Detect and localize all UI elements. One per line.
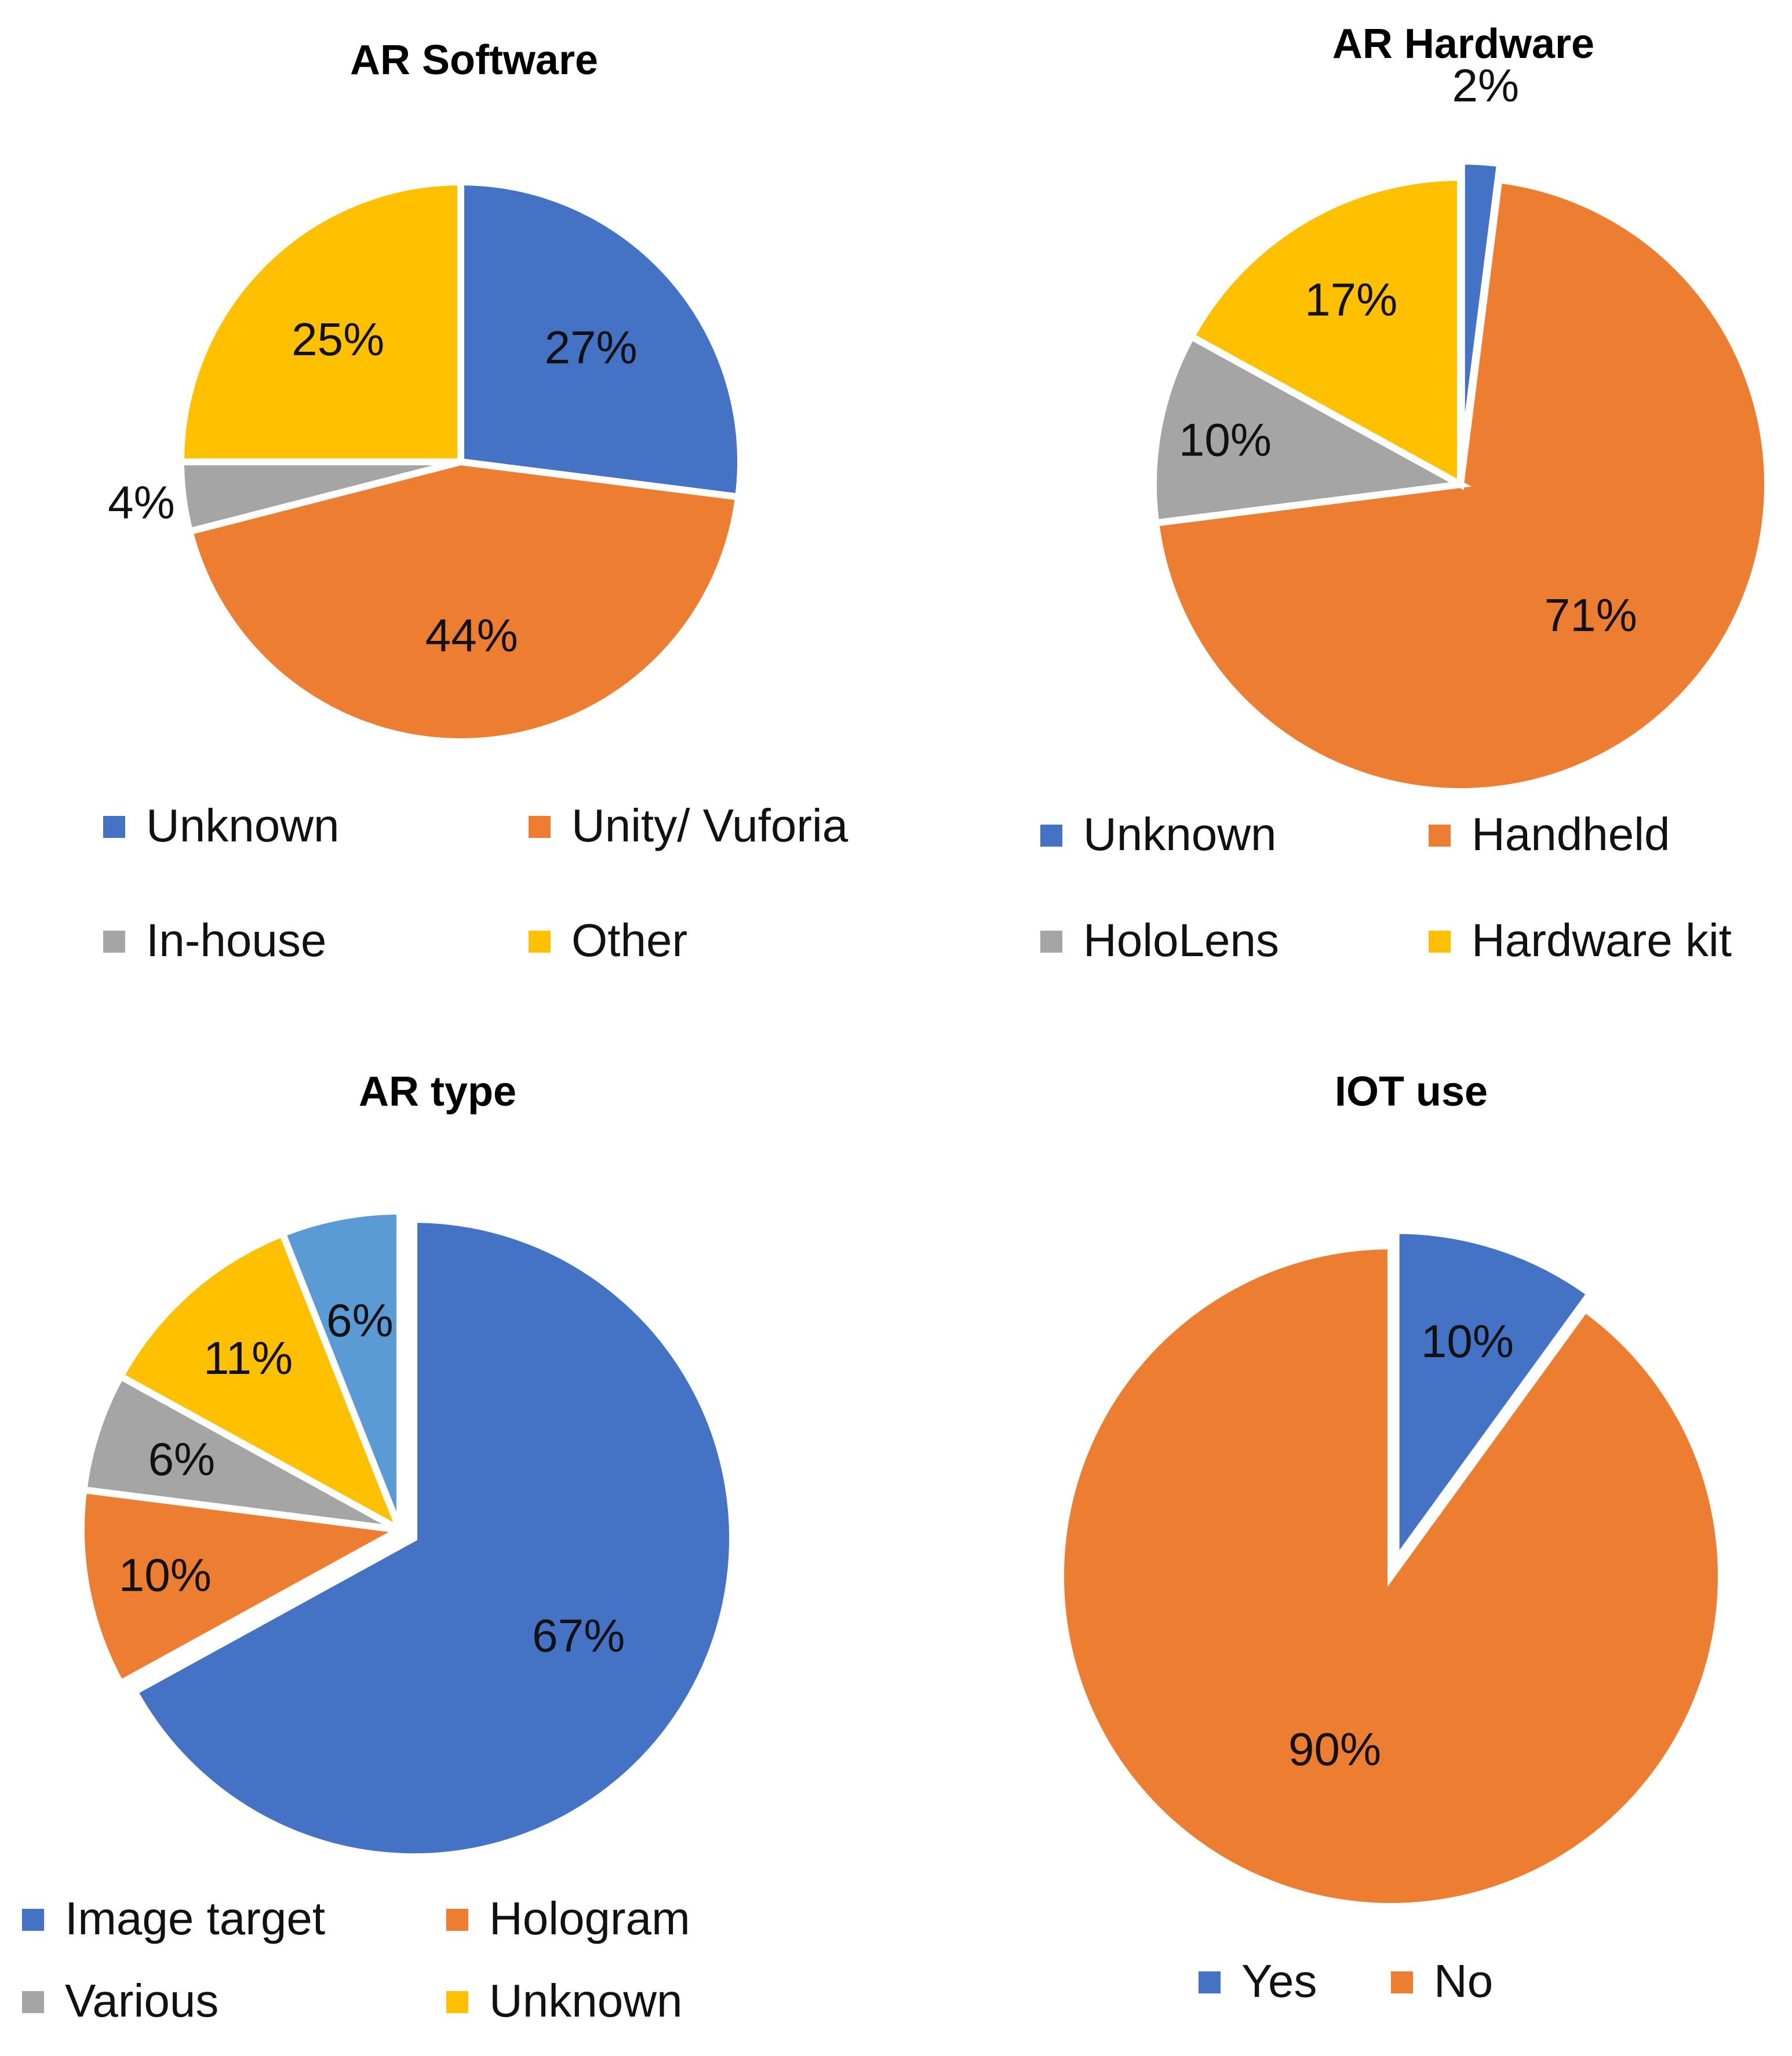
- legend-swatch: [103, 931, 125, 953]
- legend-swatch: [529, 931, 551, 953]
- legend-label: Unknown: [1083, 808, 1277, 860]
- legend-label: Unknown: [489, 1975, 683, 2026]
- legend-item-hardware-kit: Hardware kit: [1429, 914, 1732, 966]
- legend: Yes No: [1199, 1955, 1493, 2007]
- pie-slice-unity-vuforia: [185, 458, 742, 745]
- legend-swatch: [1391, 1971, 1413, 1993]
- legend-label: Hologram: [489, 1893, 690, 1944]
- data-label: 90%: [1288, 1723, 1381, 1775]
- legend-item-no: No: [1391, 1955, 1493, 2007]
- data-label: 11%: [203, 1332, 293, 1384]
- legend-item-unity-vuforia: Unity/ Vuforia: [529, 800, 848, 851]
- legend-swatch: [446, 1991, 468, 2013]
- legend: Image target Hologram Various Unknown: [22, 1893, 690, 2026]
- pie-slice-various: [79, 1371, 402, 1533]
- data-label: 17%: [1305, 274, 1397, 326]
- legend-swatch: [103, 816, 125, 838]
- legend-label: No: [1434, 1955, 1493, 2007]
- chart-title-ar-software: AR Software: [350, 37, 598, 83]
- legend-label: Other: [571, 914, 687, 966]
- legend: Unknown Handheld HoloLens Hardware kit: [1040, 808, 1732, 966]
- data-label: 10%: [119, 1549, 212, 1601]
- legend-label: HoloLens: [1083, 914, 1279, 966]
- legend-item-image-target: Image target: [22, 1893, 325, 1944]
- legend-swatch: [529, 816, 551, 838]
- legend-item-various: Various: [22, 1975, 218, 2026]
- pie-slice-unknown: [115, 1229, 407, 1538]
- data-label: 27%: [545, 322, 638, 373]
- pie-slice-unknown: [457, 178, 744, 501]
- legend-item-in-house: In-house: [103, 914, 326, 966]
- legend-swatch: [1199, 1971, 1221, 1993]
- legend: Unknown Unity/ Vuforia In-house Other: [103, 800, 848, 966]
- legend-item-hololens: HoloLens: [1040, 914, 1279, 966]
- legend-label: Unity/ Vuforia: [571, 800, 848, 851]
- legend-label: Image target: [65, 1893, 325, 1944]
- pie-slice-hardware-kit: [1186, 173, 1464, 491]
- chart-title-iot-use: IOT use: [1335, 1069, 1488, 1115]
- legend-swatch: [446, 1909, 468, 1931]
- pie-slice-other: [177, 178, 464, 465]
- pie-slice-hologram: [78, 1486, 411, 1689]
- pie-slice-slice-4: [278, 1207, 403, 1532]
- legend-item-yes: Yes: [1199, 1955, 1317, 2007]
- legend-swatch: [22, 1991, 44, 2013]
- data-label: 6%: [326, 1295, 394, 1346]
- data-label: 10%: [1179, 414, 1272, 466]
- legend-label: Handheld: [1472, 808, 1670, 860]
- pie-slice-hololens: [1150, 331, 1472, 527]
- data-label: 25%: [292, 313, 384, 365]
- data-label: 4%: [108, 477, 175, 528]
- data-label: 6%: [148, 1434, 216, 1485]
- legend-swatch: [1040, 825, 1062, 847]
- chart-title-ar-type: AR type: [359, 1069, 516, 1115]
- legend-label: Yes: [1241, 1955, 1317, 2007]
- legend-label: Unknown: [146, 800, 340, 851]
- legend-swatch: [1429, 931, 1451, 953]
- data-label: 71%: [1545, 589, 1637, 641]
- legend-swatch: [1429, 825, 1451, 847]
- legend-label: Hardware kit: [1472, 914, 1732, 966]
- legend-item-other: Other: [529, 914, 687, 966]
- data-label: 2%: [1452, 60, 1520, 111]
- pie-chart-ar-type: AR type 67% 10% 6% 11% 6% Image target Hologram…: [22, 1069, 737, 2026]
- legend-item-unknown: Unknown: [1040, 808, 1277, 860]
- legend-item-unknown: Unknown: [446, 1975, 683, 2026]
- legend-item-unknown: Unknown: [103, 800, 340, 851]
- pie-slice-image-target: [129, 1216, 737, 1861]
- legend-swatch: [22, 1909, 44, 1931]
- pie-slice-yes: [1392, 1227, 1596, 1572]
- legend-swatch: [1040, 931, 1062, 953]
- legend-item-handheld: Handheld: [1429, 808, 1670, 860]
- data-label: 44%: [425, 610, 518, 661]
- pie-slice-no: [1057, 1242, 1725, 1910]
- pie-chart-ar-software: AR Software 27% 44% 4% 25% Unknown Unity/ Vufo…: [103, 37, 848, 966]
- data-label: 67%: [532, 1610, 625, 1661]
- legend-label: Various: [65, 1975, 218, 2026]
- legend-item-hologram: Hologram: [446, 1893, 690, 1944]
- pie-chart-iot-use: IOT use 10% 90% Yes No: [1057, 1069, 1725, 2007]
- chart-title-ar-hardware: AR Hardware: [1332, 21, 1594, 67]
- data-label: 10%: [1421, 1315, 1514, 1367]
- legend-label: In-house: [146, 914, 326, 966]
